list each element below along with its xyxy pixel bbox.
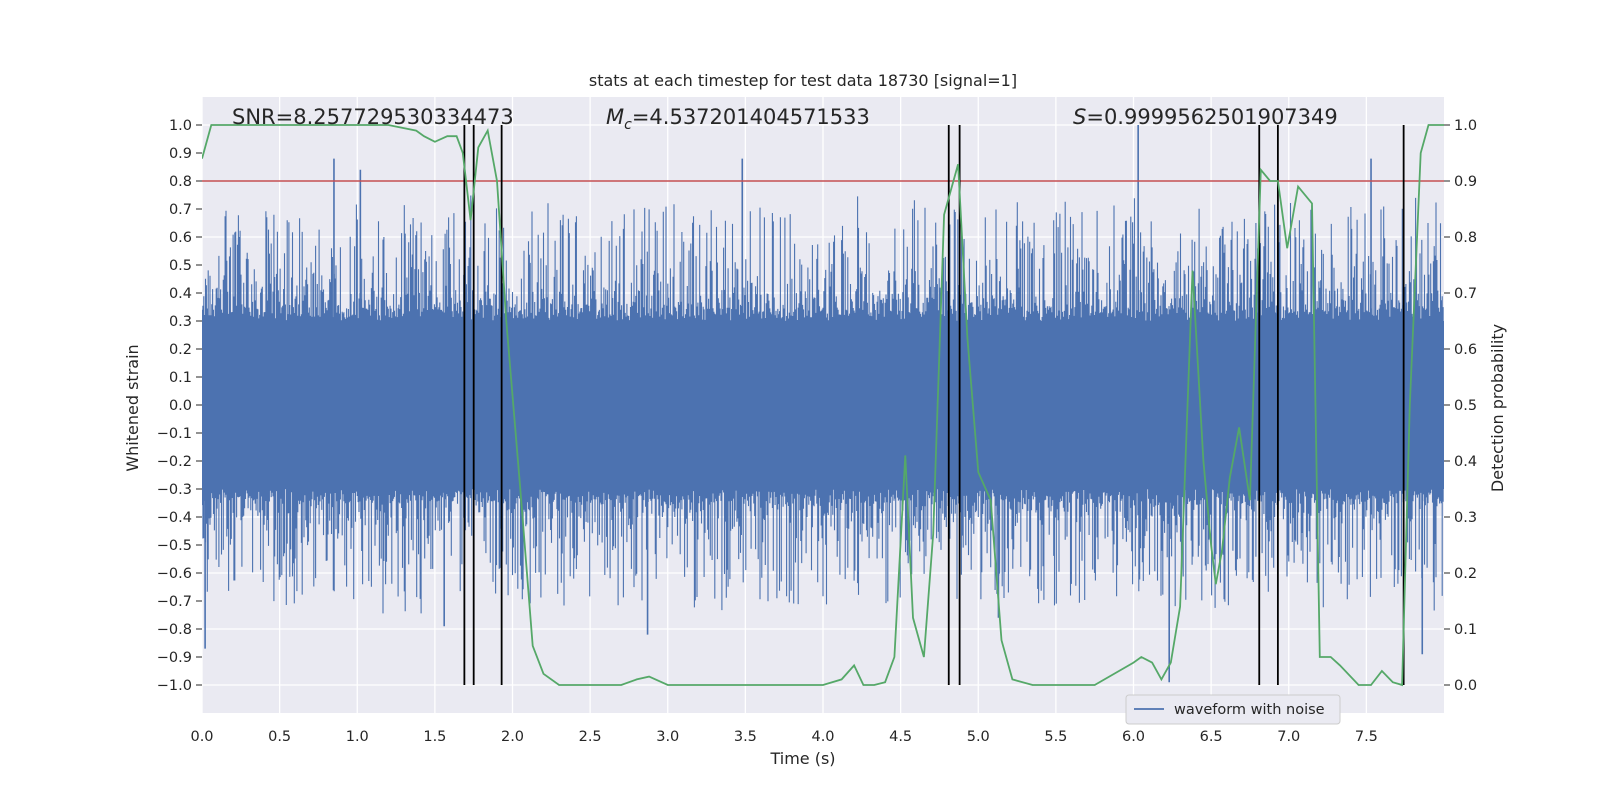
x-axis-ticks: 0.0 0.5 1.0 1.5 2.0 2.5 3.0 3.5 4.0 4.5 5.0 5.5 6.0 6… [190,729,1377,745]
chirp-mass-value: =4.537201404571533 [632,105,870,129]
y-tick-label: −0.4 [157,510,192,526]
plot-layers [202,124,1444,687]
y-right-tick-label: 0.8 [1454,230,1477,246]
x-tick-label: 7.0 [1277,729,1300,745]
x-tick-label: 4.0 [811,729,834,745]
x-tick-label: 0.5 [268,729,291,745]
y-right-tick-label: 0.6 [1454,342,1477,358]
y-tick-label: −0.8 [157,622,192,638]
y-tick-label: −0.1 [157,426,192,442]
y-tick-label: 0.9 [169,146,192,162]
y-tick-label: 0.6 [169,230,192,246]
legend-box [1125,694,1341,725]
y-right-tick-label: 0.7 [1454,286,1477,302]
x-axis-label: Time (s) [769,749,835,768]
y-tick-label: 0.0 [169,398,192,414]
x-tick-label: 3.0 [656,729,679,745]
y-tick-label: 1.0 [169,118,192,134]
waveform-core [202,321,1444,489]
y-right-tick-label: 0.5 [1454,398,1477,414]
x-tick-label: 3.5 [734,729,757,745]
significance-symbol: S [1073,105,1086,129]
legend-label: waveform with noise [1174,702,1325,718]
vertical-lines [463,125,1405,685]
y-right-tick-label: 0.2 [1454,566,1477,582]
y-right-tick-label: 0.1 [1454,622,1477,638]
y-right-tick-label: 0.4 [1454,454,1477,470]
x-tick-label: 4.5 [889,729,912,745]
chirp-mass-annotation: Mc=4.537201404571533 [606,105,870,133]
y-right-tick-label: 1.0 [1454,118,1477,134]
y-right-tick-label: 0.9 [1454,174,1477,190]
y-right-axis-ticks: 0.0 0.1 0.2 0.3 0.4 0.5 0.6 0.7 0.8 0.9 1.0 [1444,118,1477,694]
x-tick-label: 5.5 [1044,729,1067,745]
waveform-series [202,125,1444,683]
x-tick-label: 5.0 [967,729,990,745]
x-tick-label: 6.0 [1122,729,1145,745]
significance-annotation: S=0.9999562501907349 [1073,105,1338,129]
y-right-axis-label: Detection probability [1488,324,1507,492]
y-tick-label: 0.1 [169,370,192,386]
y-tick-label: 0.2 [169,342,192,358]
y-tick-label: 0.5 [169,258,192,274]
chirp-mass-symbol: M [606,105,624,129]
y-tick-label: −1.0 [157,678,192,694]
y-tick-label: −0.6 [157,566,192,582]
x-tick-label: 2.5 [579,729,602,745]
chart-title: stats at each timestep for test data 187… [589,71,1017,90]
x-tick-label: 7.5 [1355,729,1378,745]
y-tick-label: 0.7 [169,202,192,218]
detection-probability-line [202,124,1444,687]
y-right-tick-label: 0.3 [1454,510,1477,526]
y-tick-label: 0.4 [169,286,192,302]
snr-annotation: SNR=8.257729530334473 [232,105,514,129]
y-tick-label: −0.5 [157,538,192,554]
x-tick-label: 1.5 [423,729,446,745]
y-tick-label: 0.8 [169,174,192,190]
chirp-mass-subscript: c [624,117,632,133]
x-tick-label: 6.5 [1200,729,1223,745]
y-tick-label: 0.3 [169,314,192,330]
significance-value: =0.9999562501907349 [1086,105,1337,129]
y-right-tick-label: 0.0 [1454,678,1477,694]
y-tick-label: −0.2 [157,454,192,470]
y-tick-label: −0.3 [157,482,192,498]
x-tick-label: 0.0 [190,729,213,745]
x-tick-label: 1.0 [346,729,369,745]
y-tick-label: −0.7 [157,594,192,610]
y-axis-label: Whitened strain [123,344,142,471]
y-tick-label: −0.9 [157,650,192,666]
y-axis-ticks: −1.0 −0.9 −0.8 −0.7 −0.6 −0.5 −0.4 −0.3 −0.2 −0.1… [157,118,202,694]
x-tick-label: 2.0 [501,729,524,745]
legend: waveform with noise [1125,694,1341,725]
